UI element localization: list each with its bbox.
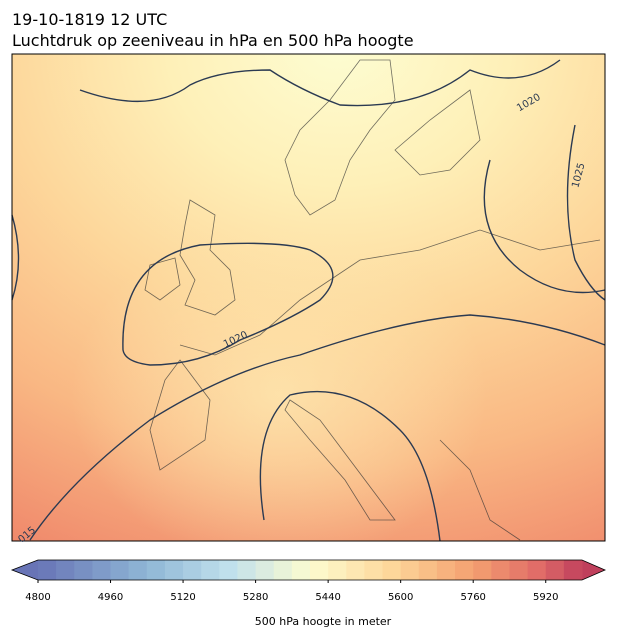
colorbar-swatch: [164, 560, 184, 580]
colorbar-outline: [10, 559, 607, 581]
colorbar-swatch: [38, 560, 57, 580]
colorbar-extend: [582, 560, 605, 580]
colorbar-swatch: [382, 560, 402, 580]
colorbar-swatch: [310, 560, 329, 580]
colorbar-swatch: [545, 560, 565, 580]
colorbar-swatch: [563, 560, 583, 580]
colorbar-swatch: [346, 560, 365, 580]
date: 19-10-1819 12 UTC: [12, 10, 167, 29]
colorbar-swatch: [146, 560, 166, 580]
colorbar-extend: [12, 560, 38, 580]
colorbar-swatch: [219, 560, 238, 580]
colorbar-tick-label: 4960: [98, 592, 123, 603]
colorbar-swatch: [527, 560, 547, 580]
colorbar-tick-label: 5920: [533, 592, 558, 603]
colorbar-swatch: [273, 560, 293, 580]
colorbar-swatch: [255, 560, 275, 580]
colorbar-swatch: [110, 560, 130, 580]
title: Luchtdruk op zeeniveau in hPa en 500 hPa…: [12, 31, 414, 50]
colorbar-swatch: [56, 560, 75, 580]
colorbar-swatch: [491, 560, 510, 580]
colorbar-swatch: [237, 560, 257, 580]
colorbar-tick-label: 5120: [170, 592, 195, 603]
colorbar-swatch: [92, 560, 112, 580]
colorbar-tick-label: 5440: [315, 592, 340, 603]
colorbar-tick-label: 5280: [243, 592, 268, 603]
colorbar: 4800 4960 5120 5280 5440 5600 5760 5920: [10, 559, 607, 603]
colorbar-swatch: [328, 560, 347, 580]
colorbar-tick-label: 5600: [388, 592, 413, 603]
colorbar-swatch: [364, 560, 384, 580]
colorbar-tick-label: 5760: [460, 592, 485, 603]
colorbar-swatch: [455, 560, 474, 580]
colorbar-swatch: [128, 560, 148, 580]
colorbar-swatch: [436, 560, 456, 580]
colorbar-swatch: [400, 560, 420, 580]
map: 1020 1025 1020 015: [11, 53, 606, 546]
colorbar-swatch: [201, 560, 220, 580]
colorbar-swatch: [418, 560, 438, 580]
colorbar-swatch: [509, 560, 529, 580]
colorbar-swatch: [473, 560, 492, 580]
colorbar-label: 500 hPa hoogte in meter: [255, 615, 392, 628]
colorbar-swatch: [74, 560, 93, 580]
colorbar-swatch: [291, 560, 311, 580]
colorbar-swatch: [183, 560, 202, 580]
colorbar-tick-label: 4800: [25, 592, 50, 603]
